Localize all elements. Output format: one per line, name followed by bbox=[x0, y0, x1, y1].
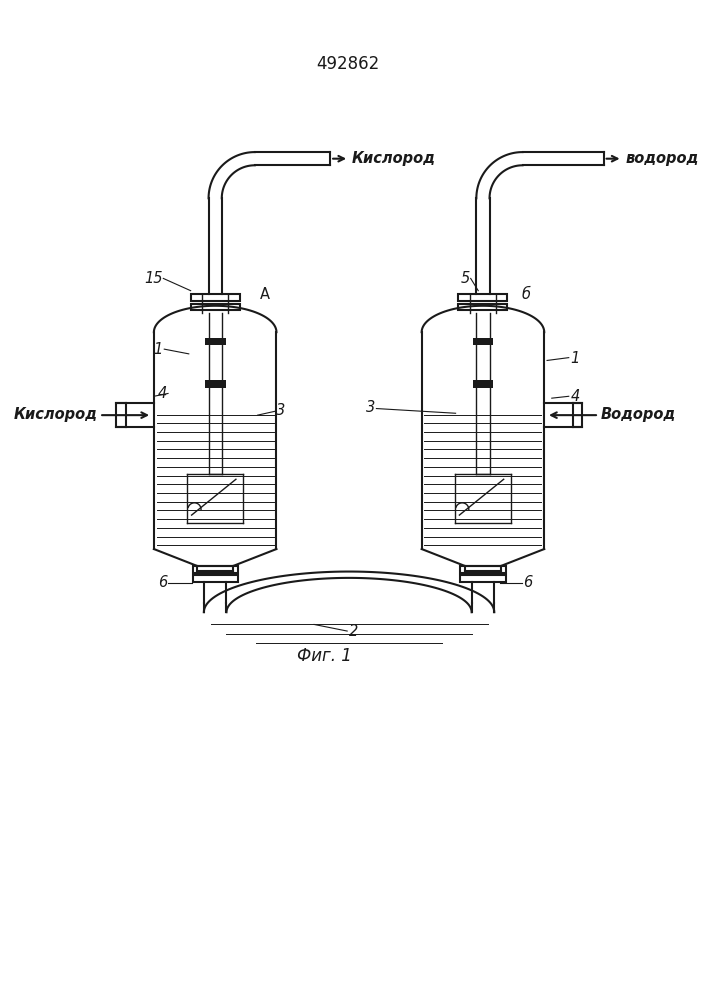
Text: Фиг. 1: Фиг. 1 bbox=[297, 647, 352, 665]
Bar bbox=[573, 403, 582, 427]
Text: 492862: 492862 bbox=[317, 55, 380, 73]
Bar bbox=[205, 380, 226, 388]
Text: 5: 5 bbox=[460, 271, 469, 286]
Bar bbox=[460, 566, 506, 573]
Text: 4: 4 bbox=[158, 386, 167, 401]
Bar bbox=[205, 338, 226, 345]
Bar bbox=[192, 575, 238, 582]
Bar bbox=[458, 304, 508, 310]
Bar bbox=[191, 304, 240, 310]
Text: 6: 6 bbox=[523, 575, 533, 590]
Text: 1: 1 bbox=[571, 351, 580, 366]
Text: 3: 3 bbox=[366, 400, 375, 415]
Text: 6: 6 bbox=[158, 575, 167, 590]
Text: б: б bbox=[522, 287, 531, 302]
Text: 2: 2 bbox=[349, 624, 358, 640]
Bar bbox=[458, 294, 508, 301]
Text: 1: 1 bbox=[153, 342, 163, 357]
Text: водород: водород bbox=[625, 151, 699, 166]
Bar bbox=[472, 338, 493, 345]
Text: Кислород: Кислород bbox=[352, 151, 436, 166]
Bar bbox=[460, 575, 506, 582]
Text: Водород: Водород bbox=[601, 407, 676, 422]
Bar bbox=[192, 566, 238, 573]
Bar bbox=[116, 403, 126, 427]
Text: 4: 4 bbox=[571, 389, 580, 404]
Text: 15: 15 bbox=[144, 271, 163, 286]
Text: Кислород: Кислород bbox=[13, 407, 98, 422]
Text: 3: 3 bbox=[276, 403, 285, 418]
Bar bbox=[191, 294, 240, 301]
Bar bbox=[472, 380, 493, 388]
Text: A: A bbox=[259, 287, 269, 302]
